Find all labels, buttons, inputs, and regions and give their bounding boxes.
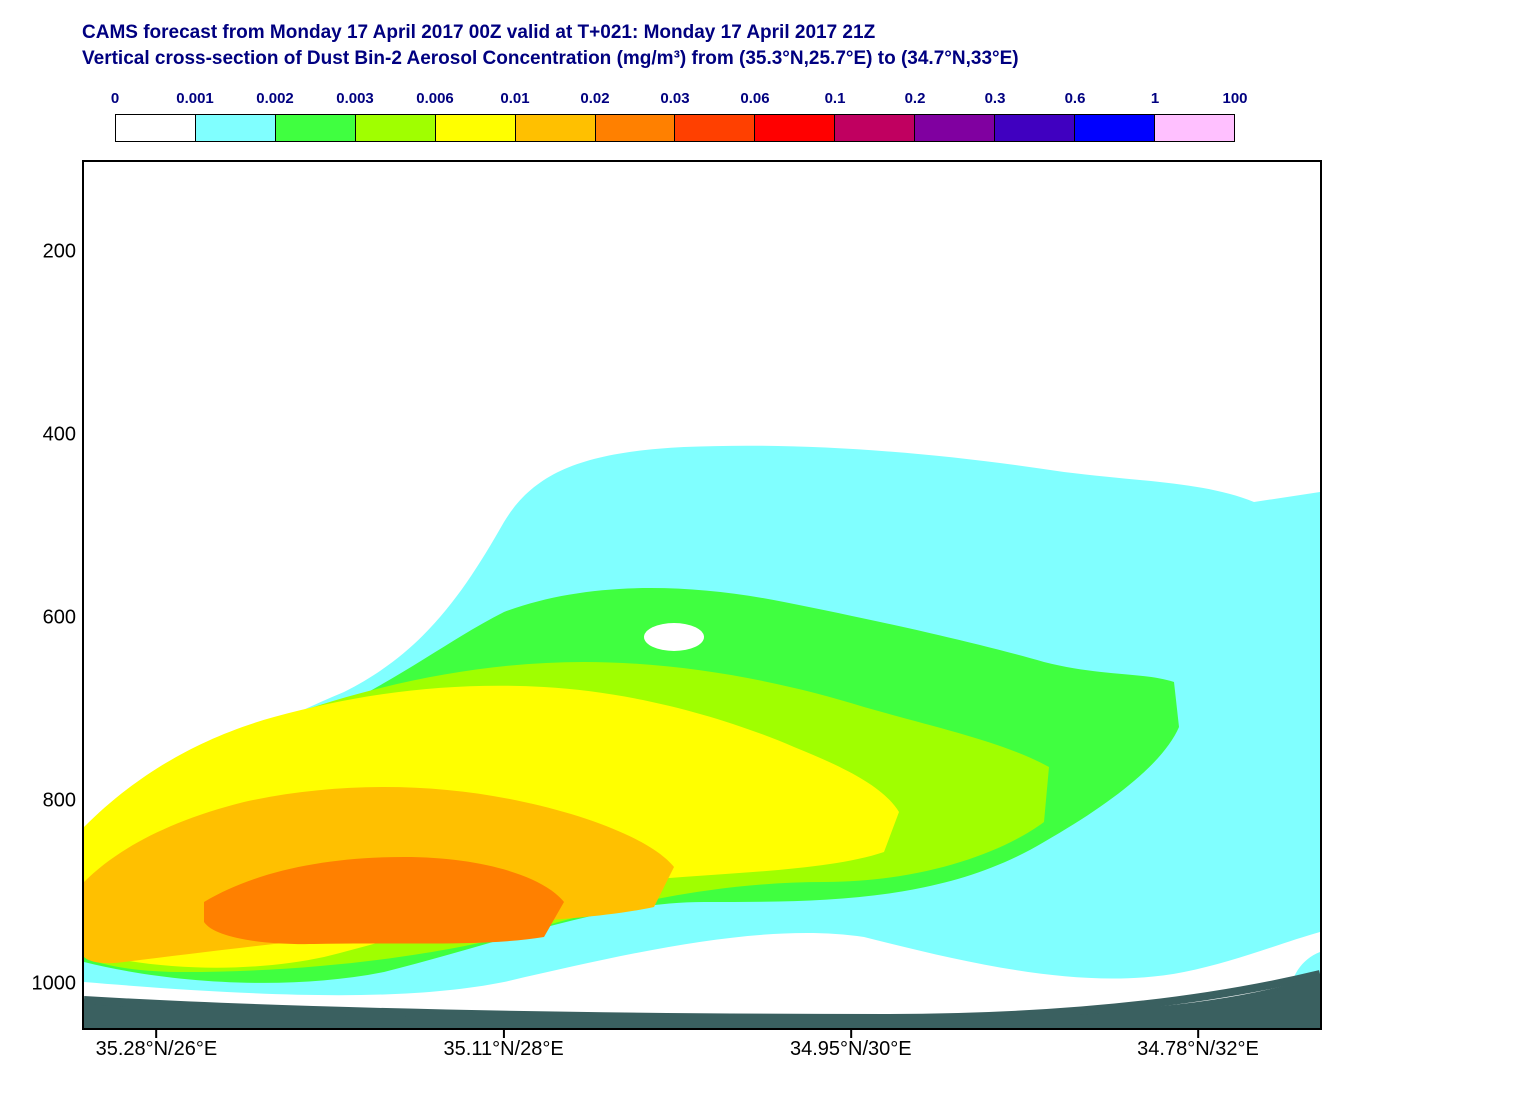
colorbar-swatch xyxy=(516,115,596,141)
contour-hole xyxy=(644,623,704,651)
colorbar-tick-label: 0.006 xyxy=(416,90,454,107)
y-tick-label: 1000 xyxy=(32,973,77,996)
y-tick-label: 600 xyxy=(43,606,76,629)
colorbar-tick-label: 0.001 xyxy=(176,90,214,107)
colorbar-tick-label: 0.003 xyxy=(336,90,374,107)
colorbar-swatch xyxy=(1155,115,1234,141)
chart-title-block: CAMS forecast from Monday 17 April 2017 … xyxy=(82,20,1019,72)
colorbar-swatch xyxy=(675,115,755,141)
colorbar-swatch xyxy=(116,115,196,141)
colorbar-swatch xyxy=(596,115,676,141)
colorbar-tick-label: 0.01 xyxy=(500,90,529,107)
y-tick-label: 800 xyxy=(43,790,76,813)
plot-area xyxy=(82,160,1322,1030)
x-axis-ticks: 35.28°N/26°E 35.11°N/28°E 34.95°N/30°E 34.7… xyxy=(82,1030,1322,1070)
colorbar: 00.0010.0020.0030.0060.010.020.030.060.1… xyxy=(115,90,1235,142)
colorbar-swatch xyxy=(436,115,516,141)
contour-svg xyxy=(84,162,1320,1028)
colorbar-swatches xyxy=(115,114,1235,142)
x-tick-label: 35.28°N/26°E xyxy=(96,1038,218,1061)
colorbar-tick-label: 0.02 xyxy=(580,90,609,107)
colorbar-tick-label: 0.002 xyxy=(256,90,294,107)
title-line-1: CAMS forecast from Monday 17 April 2017 … xyxy=(82,20,1019,46)
y-tick-label: 200 xyxy=(43,240,76,263)
y-tick-label: 400 xyxy=(43,423,76,446)
colorbar-labels: 00.0010.0020.0030.0060.010.020.030.060.1… xyxy=(115,90,1235,110)
colorbar-swatch xyxy=(915,115,995,141)
colorbar-swatch xyxy=(835,115,915,141)
colorbar-tick-label: 1 xyxy=(1151,90,1159,107)
colorbar-tick-label: 0.1 xyxy=(825,90,846,107)
colorbar-swatch xyxy=(356,115,436,141)
colorbar-swatch xyxy=(196,115,276,141)
x-tick-label: 34.95°N/30°E xyxy=(790,1038,912,1061)
colorbar-tick-label: 100 xyxy=(1222,90,1247,107)
y-axis-ticks: 200 400 600 800 1000 xyxy=(0,160,82,1030)
colorbar-swatch xyxy=(1075,115,1155,141)
colorbar-tick-label: 0.6 xyxy=(1065,90,1086,107)
colorbar-tick-label: 0.03 xyxy=(660,90,689,107)
colorbar-tick-label: 0 xyxy=(111,90,119,107)
colorbar-swatch xyxy=(755,115,835,141)
x-tick-label: 34.78°N/32°E xyxy=(1137,1038,1259,1061)
colorbar-tick-label: 0.06 xyxy=(740,90,769,107)
title-line-2: Vertical cross-section of Dust Bin-2 Aer… xyxy=(82,46,1019,72)
colorbar-swatch xyxy=(995,115,1075,141)
colorbar-tick-label: 0.2 xyxy=(905,90,926,107)
colorbar-swatch xyxy=(276,115,356,141)
x-tick-label: 35.11°N/28°E xyxy=(444,1038,564,1061)
colorbar-tick-label: 0.3 xyxy=(985,90,1006,107)
